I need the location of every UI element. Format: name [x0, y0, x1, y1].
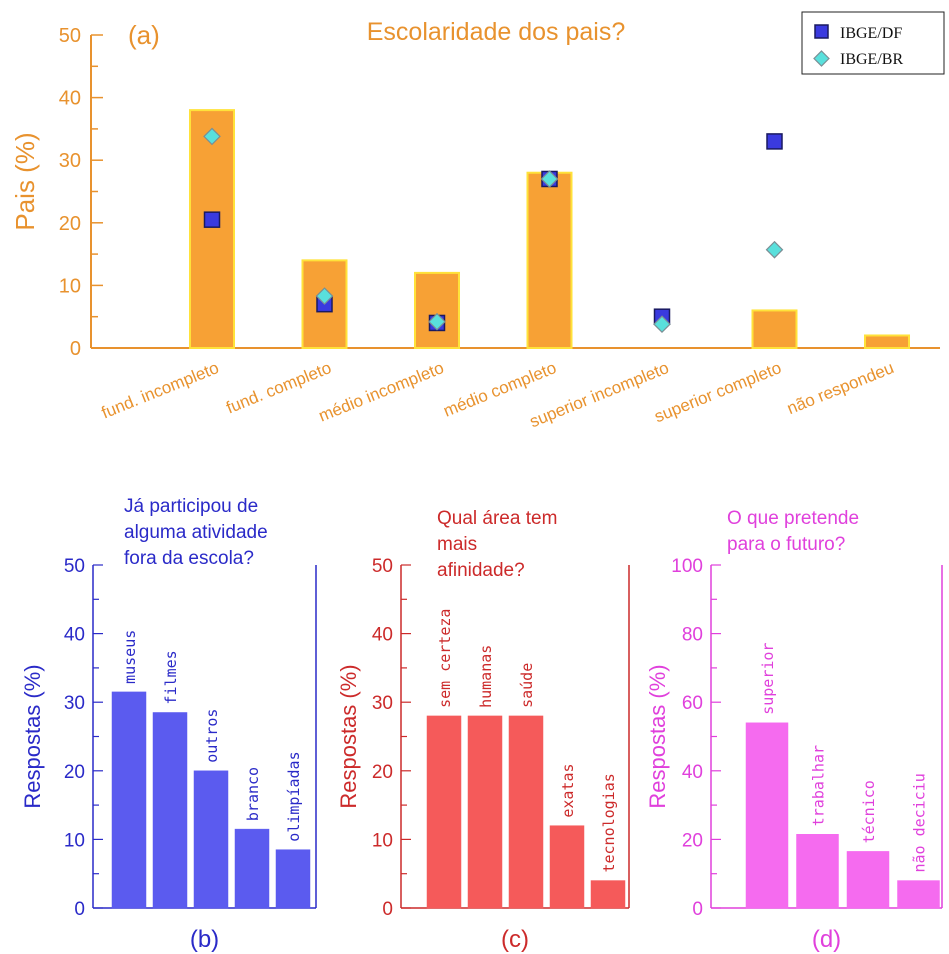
bar-label: exatas: [559, 763, 577, 817]
x-tick-label: fund. incompleto: [99, 358, 222, 422]
legend-marker-ibge-br: [813, 50, 830, 67]
bar: [152, 712, 188, 909]
bar-label: museus: [121, 630, 139, 684]
bar: [897, 880, 940, 909]
y-axis-label: Respostas (%): [20, 664, 45, 808]
bar-label: olimpíadas: [285, 751, 303, 841]
bar: [864, 334, 910, 350]
y-tick-label: 80: [682, 625, 703, 646]
chart-d: 0 20 40 60 80 100 Respostas (%) O que pretende p…: [645, 508, 943, 953]
y-axis-label: Pais (%): [10, 132, 40, 230]
bar-label: superior: [759, 643, 777, 715]
chart-title: Escolaridade dos pais?: [367, 18, 626, 46]
chart-title: O que pretende para o futuro?: [727, 508, 859, 555]
legend-label-ibge-br: IBGE/BR: [840, 51, 903, 68]
bar-label: não deciciu: [911, 773, 929, 872]
marker-ibge-br: [765, 240, 784, 259]
marker-ibge-br: [315, 287, 334, 305]
y-tick-label: 30: [64, 693, 85, 714]
y-tick-label: 50: [59, 25, 81, 47]
y-tick-label: 20: [59, 213, 81, 235]
y-tick-label: 20: [682, 830, 703, 851]
y-tick-label: 20: [64, 762, 85, 783]
bar-label: trabalhar: [810, 745, 828, 826]
legend-box: [801, 11, 945, 75]
y-tick-label: 0: [74, 899, 85, 920]
chart-title: Qual área tem mais afinidade?: [437, 508, 557, 581]
chart-a: 0 10 20 30 40 50 Pais (%) (a) Escolaridade dos p…: [10, 11, 945, 431]
marker-ibge-br: [428, 312, 446, 331]
panel-label: (b): [190, 926, 219, 953]
marker-ibge-br: [540, 170, 559, 188]
y-tick-label: 20: [372, 762, 393, 783]
bar: [590, 880, 626, 909]
y-tick-label: 40: [682, 762, 703, 783]
bar: [111, 691, 147, 909]
x-tick-label: não respondeu: [784, 358, 896, 418]
bar: [193, 770, 229, 909]
y-tick-label: 30: [59, 150, 81, 172]
bar-label: branco: [244, 767, 262, 821]
marker-ibge-df: [766, 133, 783, 150]
y-tick-label: 10: [64, 830, 85, 851]
bar: [426, 715, 462, 909]
y-tick-label: 40: [372, 625, 393, 646]
y-tick-label: 10: [372, 830, 393, 851]
bar: [234, 828, 270, 909]
y-tick-label: 60: [682, 693, 703, 714]
bar: [526, 171, 573, 349]
bar-label: técnico: [860, 780, 878, 843]
bar-label: tecnologias: [600, 773, 618, 872]
bar: [549, 825, 585, 909]
y-tick-label: 50: [64, 556, 85, 577]
y-tick-label: 30: [372, 693, 393, 714]
marker-ibge-br: [653, 315, 671, 334]
y-tick-label: 100: [671, 556, 703, 577]
y-tick-label: 10: [59, 275, 81, 297]
bar-label: sem certeza: [436, 609, 454, 708]
bar-label: saúde: [518, 663, 536, 708]
x-tick-label: superior completo: [652, 358, 784, 426]
bar-label: humanas: [477, 645, 495, 708]
chart-b: 0 10 20 30 40 50 Respostas (%) Já participou de…: [20, 496, 317, 953]
bar: [796, 834, 839, 909]
bar: [414, 271, 460, 350]
bar: [745, 722, 789, 909]
bar: [508, 715, 544, 909]
panel-label: (a): [128, 20, 160, 50]
y-tick-label: 40: [64, 625, 85, 646]
chart-c: 0 10 20 30 40 50 Respostas (%) Qual área tem mai…: [336, 508, 630, 953]
bar-label: outros: [203, 709, 221, 763]
legend-marker-ibge-df: [814, 24, 829, 39]
y-axis-label: Respostas (%): [645, 664, 670, 808]
y-tick-label: 0: [382, 899, 393, 920]
bar: [846, 851, 890, 909]
x-tick-label: médio incompleto: [316, 358, 447, 426]
y-axis-label: Respostas (%): [336, 664, 361, 808]
legend: IBGE/DF IBGE/BR: [801, 11, 945, 75]
bar-label: filmes: [162, 650, 180, 704]
y-tick-label: 40: [59, 88, 81, 110]
marker-ibge-br: [203, 127, 221, 146]
marker-ibge-df: [203, 211, 221, 228]
panel-label: (d): [812, 926, 841, 953]
bar: [189, 109, 235, 350]
chart-title: Já participou de alguma atividade fora da …: [124, 496, 268, 569]
legend-label-ibge-df: IBGE/DF: [840, 25, 902, 42]
y-tick-label: 0: [692, 899, 703, 920]
y-tick-label: 50: [372, 556, 393, 577]
bar: [751, 309, 798, 350]
bar: [275, 849, 311, 909]
panel-label: (c): [501, 926, 529, 953]
y-tick-label: 0: [70, 338, 81, 360]
bar: [467, 715, 503, 909]
